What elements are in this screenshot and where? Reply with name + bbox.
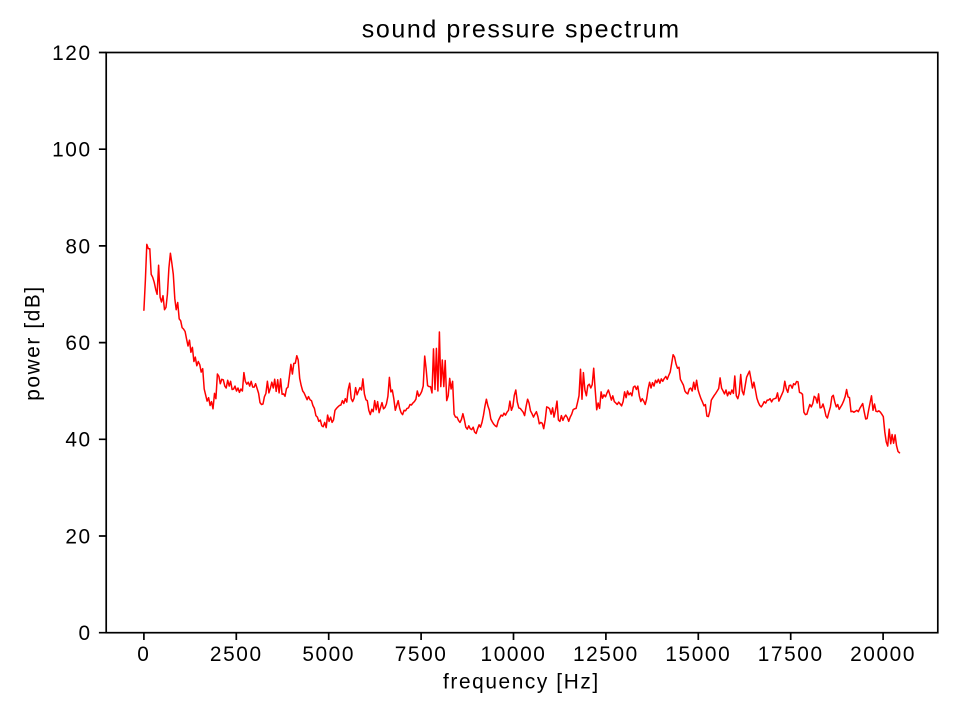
svg-text:power [dB]: power [dB] [22,285,45,401]
svg-text:12500: 12500 [573,643,639,666]
svg-text:120: 120 [52,42,92,65]
svg-text:5000: 5000 [302,643,355,666]
svg-text:0: 0 [137,643,150,666]
svg-text:10000: 10000 [481,643,547,666]
svg-text:2500: 2500 [210,643,263,666]
svg-text:sound pressure spectrum: sound pressure spectrum [362,15,681,43]
svg-text:frequency [Hz]: frequency [Hz] [443,671,600,694]
svg-text:80: 80 [65,235,91,258]
svg-text:15000: 15000 [665,643,731,666]
svg-text:20: 20 [65,525,91,548]
svg-text:40: 40 [65,429,91,452]
svg-text:60: 60 [65,332,91,355]
svg-text:20000: 20000 [850,643,916,666]
svg-text:17500: 17500 [758,643,824,666]
svg-text:7500: 7500 [395,643,448,666]
svg-text:100: 100 [52,139,92,162]
svg-text:0: 0 [79,622,92,645]
